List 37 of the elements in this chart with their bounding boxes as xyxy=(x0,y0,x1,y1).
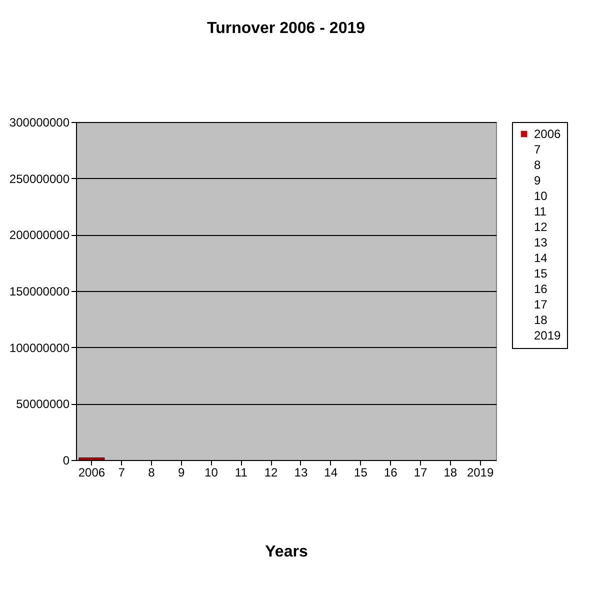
text: 8 xyxy=(534,158,541,172)
y-tick-label: 100000000 xyxy=(9,340,70,355)
chart-title: Turnover 2006 - 2019 xyxy=(206,20,366,37)
x-tick-label: 2006 xyxy=(78,466,106,480)
x-tick-label: 7 xyxy=(118,466,126,480)
text: 16 xyxy=(534,282,548,296)
y-tick-label: 200000000 xyxy=(9,228,70,242)
x-tick-label: 17 xyxy=(414,466,428,480)
x-tick-label: 16 xyxy=(384,466,398,480)
text: 9 xyxy=(534,174,541,188)
y-tick-label: 50000000 xyxy=(16,397,70,412)
text: 2019 xyxy=(534,328,562,342)
y-tick-label: 300000000 xyxy=(9,116,70,130)
text: 7 xyxy=(534,142,541,156)
x-tick-label: 8 xyxy=(148,466,156,480)
text: 14 xyxy=(534,251,548,265)
x-tick-label: 13 xyxy=(294,466,308,480)
text: 11 xyxy=(534,204,547,218)
text: 15 xyxy=(534,266,548,280)
text: 18 xyxy=(534,313,548,327)
x-tick-label: 9 xyxy=(178,466,186,480)
y-tick-label: 150000000 xyxy=(9,284,70,298)
text: 10 xyxy=(534,189,548,203)
x-tick-label: 18 xyxy=(444,466,458,480)
text: 17 xyxy=(534,298,548,312)
x-axis-title: Years xyxy=(265,544,308,560)
x-tick-label: 15 xyxy=(354,466,368,480)
y-tick-label: 250000000 xyxy=(9,172,70,186)
x-tick-label: 11 xyxy=(234,466,248,480)
x-tick-label: 10 xyxy=(204,466,218,480)
legend-label: 2006 xyxy=(534,127,562,141)
x-tick-label: 12 xyxy=(264,466,278,480)
y-tick-label: 0 xyxy=(62,454,70,468)
text: 13 xyxy=(534,236,548,250)
x-tick-label: 2019 xyxy=(466,466,494,480)
x-tick-label: 14 xyxy=(324,466,338,480)
text: 12 xyxy=(534,220,548,234)
